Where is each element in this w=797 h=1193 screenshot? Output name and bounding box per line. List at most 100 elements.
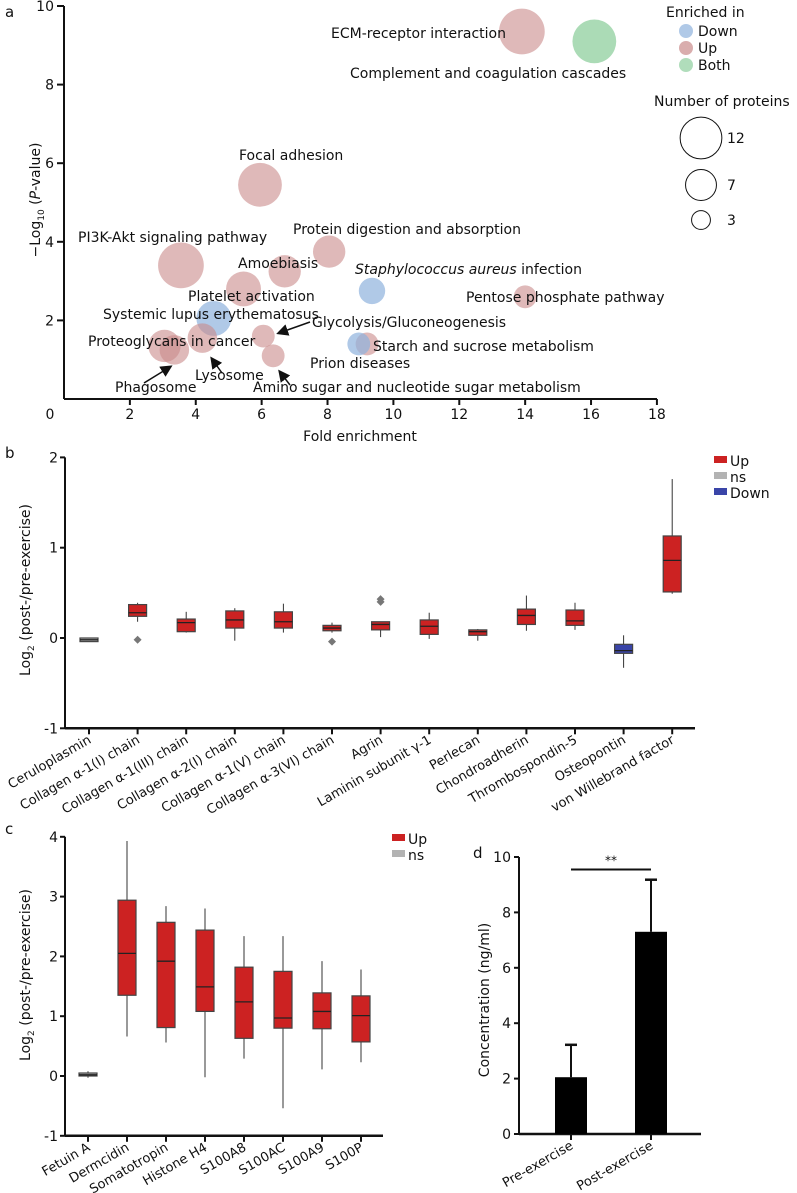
- y-tick-label: -1: [44, 1129, 58, 1145]
- legend-label: Up: [698, 41, 717, 57]
- bubble-label: Lysosome: [195, 368, 264, 384]
- legend-label: Up: [408, 832, 427, 848]
- y-axis-label: Log2 (post-/pre-exercise): [18, 504, 37, 676]
- annotation-arrow: [210, 356, 223, 374]
- legend-swatch-ns: [714, 472, 727, 479]
- box-iqr: [371, 621, 391, 631]
- bubble-up: [187, 323, 218, 353]
- legend-label: Up: [730, 454, 749, 470]
- bubble-up: [159, 335, 190, 365]
- bar: [635, 931, 667, 1134]
- y-tick-label: 0: [49, 631, 58, 647]
- text-span: 10: [37, 209, 47, 221]
- box-up: [176, 611, 196, 633]
- box-up: [662, 479, 682, 594]
- text-span: 2: [27, 1030, 37, 1036]
- x-tick-label: 6: [257, 407, 266, 423]
- box-iqr: [176, 618, 196, 633]
- box-up: [419, 612, 439, 639]
- box-up: [117, 840, 137, 1037]
- y-axis-label: −Log10 (P-value): [28, 143, 47, 258]
- text-span: infection: [517, 262, 582, 278]
- y-tick-label: 2: [49, 450, 58, 466]
- legend-label: Both: [698, 58, 731, 74]
- y-tick-label: 2: [502, 1072, 511, 1088]
- annotation-arrow: [278, 369, 291, 386]
- box-iqr: [273, 970, 293, 1029]
- bubble-label: Amino sugar and nucleotide sugar metabol…: [253, 380, 581, 396]
- bubble-label: Prion diseases: [310, 356, 410, 372]
- box-iqr: [117, 899, 137, 996]
- text-span: Staphylococcus aureus: [355, 262, 517, 278]
- bubble-up: [238, 162, 282, 207]
- legend-color-title: Enriched in: [666, 5, 745, 21]
- text-span: −Log: [28, 221, 44, 258]
- bubble-up: [261, 344, 285, 368]
- legend-label: ns: [730, 470, 746, 486]
- text-span: -value): [28, 143, 44, 191]
- bubble-label: Focal adhesion: [239, 148, 343, 164]
- y-tick-label: -1: [44, 721, 58, 737]
- y-tick-label: 0: [49, 1069, 58, 1085]
- box-up: [371, 595, 391, 638]
- legend-swatch-down: [679, 24, 693, 38]
- box-up: [565, 602, 585, 630]
- legend-swatch-ns: [392, 850, 405, 857]
- significance-label: **: [605, 853, 617, 867]
- bubble-label: Protein digestion and absorption: [293, 222, 521, 238]
- legend-size-label: 7: [727, 178, 736, 194]
- x-axis-label: Fold enrichment: [303, 429, 417, 445]
- x-tick-label: 2: [125, 407, 134, 423]
- bar: [555, 1077, 587, 1134]
- box-iqr: [516, 608, 537, 626]
- y-tick-label: 4: [45, 235, 54, 251]
- box-up: [156, 906, 176, 1043]
- y-tick-label: 6: [45, 156, 54, 172]
- y-tick-label: 8: [502, 905, 511, 921]
- bubble-up: [513, 285, 537, 309]
- legend-swatch-down: [714, 488, 727, 495]
- box-up: [128, 602, 148, 644]
- bubble-down: [358, 277, 386, 305]
- y-tick-label: 1: [49, 541, 58, 557]
- box-iqr: [662, 535, 682, 593]
- bubble-up: [268, 255, 301, 288]
- y-axis-label: Concentration (ng/ml): [477, 923, 493, 1077]
- y-tick-label: 10: [493, 850, 511, 866]
- bubble-up: [313, 235, 346, 268]
- box-up: [273, 603, 293, 633]
- legend-swatch-up: [714, 456, 727, 463]
- annotation-arrow: [276, 321, 311, 336]
- bubble-label: Starch and sucrose metabolism: [373, 339, 594, 355]
- legend-size-label: 3: [727, 213, 736, 229]
- panel-label-d: d: [473, 844, 483, 862]
- text-span: P: [28, 190, 44, 199]
- bubble-label: Systemic lupus erythematosus: [103, 307, 319, 323]
- legend-size-label: 12: [727, 131, 745, 147]
- bubble-label: PI3K-Akt signaling pathway: [78, 230, 267, 246]
- box-iqr: [234, 966, 254, 1039]
- y-tick-label: 8: [45, 78, 54, 94]
- bubble-label: Platelet activation: [188, 289, 315, 305]
- bubble-both: [572, 19, 617, 64]
- x-category-label: Agrin: [348, 733, 385, 763]
- legend-label: ns: [408, 848, 424, 864]
- legend-size-circle: [679, 116, 723, 160]
- y-tick-label: 4: [502, 1016, 511, 1032]
- x-tick-label: 14: [516, 407, 534, 423]
- legend-size-circle: [685, 169, 717, 201]
- box-down: [613, 635, 634, 668]
- legend-size-circle: [691, 210, 711, 230]
- x-tick-label: 10: [384, 407, 402, 423]
- box-iqr: [468, 629, 488, 636]
- bubble-up: [499, 8, 545, 55]
- box-iqr: [195, 929, 215, 1013]
- legend-label: Down: [698, 24, 738, 40]
- y-tick-label: 10: [36, 0, 54, 15]
- box-iqr: [351, 995, 371, 1043]
- panel-d-bar-chart: 0 2 4 6 8 10 Concentration (ng/ml) Pre-exercise…: [477, 850, 701, 1193]
- x-tick-label: 12: [450, 407, 468, 423]
- box-iqr: [156, 921, 176, 1029]
